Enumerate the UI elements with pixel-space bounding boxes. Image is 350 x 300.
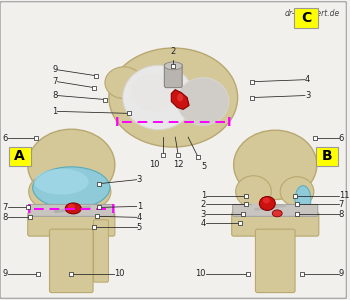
Ellipse shape [177, 94, 183, 101]
Text: 3: 3 [305, 91, 310, 100]
FancyBboxPatch shape [9, 147, 31, 166]
Ellipse shape [68, 204, 75, 209]
Text: 3: 3 [201, 210, 206, 219]
Text: I: I [111, 203, 116, 216]
Ellipse shape [263, 197, 270, 203]
Text: 7: 7 [52, 77, 57, 86]
FancyBboxPatch shape [232, 212, 319, 236]
Ellipse shape [34, 169, 89, 195]
FancyBboxPatch shape [49, 229, 93, 292]
Text: 3: 3 [136, 175, 142, 184]
FancyBboxPatch shape [28, 212, 115, 236]
Ellipse shape [131, 74, 176, 111]
Text: 12: 12 [173, 160, 183, 169]
Ellipse shape [65, 203, 81, 214]
Text: C: C [301, 11, 311, 25]
Ellipse shape [164, 62, 182, 70]
Ellipse shape [197, 84, 225, 107]
Text: I: I [115, 116, 120, 129]
Text: 2: 2 [171, 47, 176, 56]
FancyBboxPatch shape [93, 220, 108, 282]
Text: 5: 5 [136, 223, 142, 232]
FancyBboxPatch shape [233, 205, 318, 216]
Text: A: A [14, 149, 25, 163]
Text: 6: 6 [338, 134, 344, 142]
Ellipse shape [28, 129, 115, 200]
FancyBboxPatch shape [294, 8, 318, 28]
Ellipse shape [33, 167, 110, 208]
Ellipse shape [177, 78, 229, 125]
Text: 4: 4 [201, 219, 206, 228]
Text: 10: 10 [114, 269, 124, 278]
Text: 10: 10 [149, 160, 159, 169]
Ellipse shape [75, 176, 111, 207]
Text: B: B [321, 149, 332, 163]
Ellipse shape [295, 186, 311, 213]
Text: 8: 8 [338, 210, 344, 219]
Text: 4: 4 [305, 75, 310, 84]
FancyBboxPatch shape [164, 64, 182, 88]
Text: 8: 8 [52, 91, 57, 100]
Text: 7: 7 [338, 200, 344, 209]
Text: 2: 2 [201, 200, 206, 209]
Ellipse shape [234, 130, 317, 200]
Ellipse shape [123, 65, 194, 130]
Text: 4: 4 [136, 213, 142, 222]
Ellipse shape [105, 67, 142, 98]
Text: 1: 1 [201, 191, 206, 200]
Text: 9: 9 [52, 65, 57, 74]
Text: dr-gumpert.de: dr-gumpert.de [284, 9, 340, 18]
FancyBboxPatch shape [0, 2, 346, 298]
Text: 6: 6 [2, 134, 8, 142]
FancyBboxPatch shape [256, 229, 295, 292]
Ellipse shape [272, 210, 282, 217]
Text: 9: 9 [3, 269, 8, 278]
Ellipse shape [259, 196, 275, 210]
Text: 10: 10 [195, 269, 206, 278]
Text: 9: 9 [338, 269, 344, 278]
Text: 8: 8 [2, 213, 8, 222]
Text: 5: 5 [201, 162, 206, 171]
Text: I: I [227, 116, 231, 129]
FancyBboxPatch shape [316, 147, 338, 166]
Text: 11: 11 [338, 191, 349, 200]
FancyBboxPatch shape [29, 205, 114, 216]
Ellipse shape [280, 177, 314, 206]
Ellipse shape [29, 175, 66, 208]
Text: 1: 1 [52, 107, 57, 116]
Polygon shape [171, 90, 189, 110]
Ellipse shape [236, 176, 271, 207]
Ellipse shape [109, 48, 238, 147]
Text: I: I [27, 203, 32, 216]
Text: 7: 7 [2, 203, 8, 212]
Text: 1: 1 [136, 202, 142, 211]
